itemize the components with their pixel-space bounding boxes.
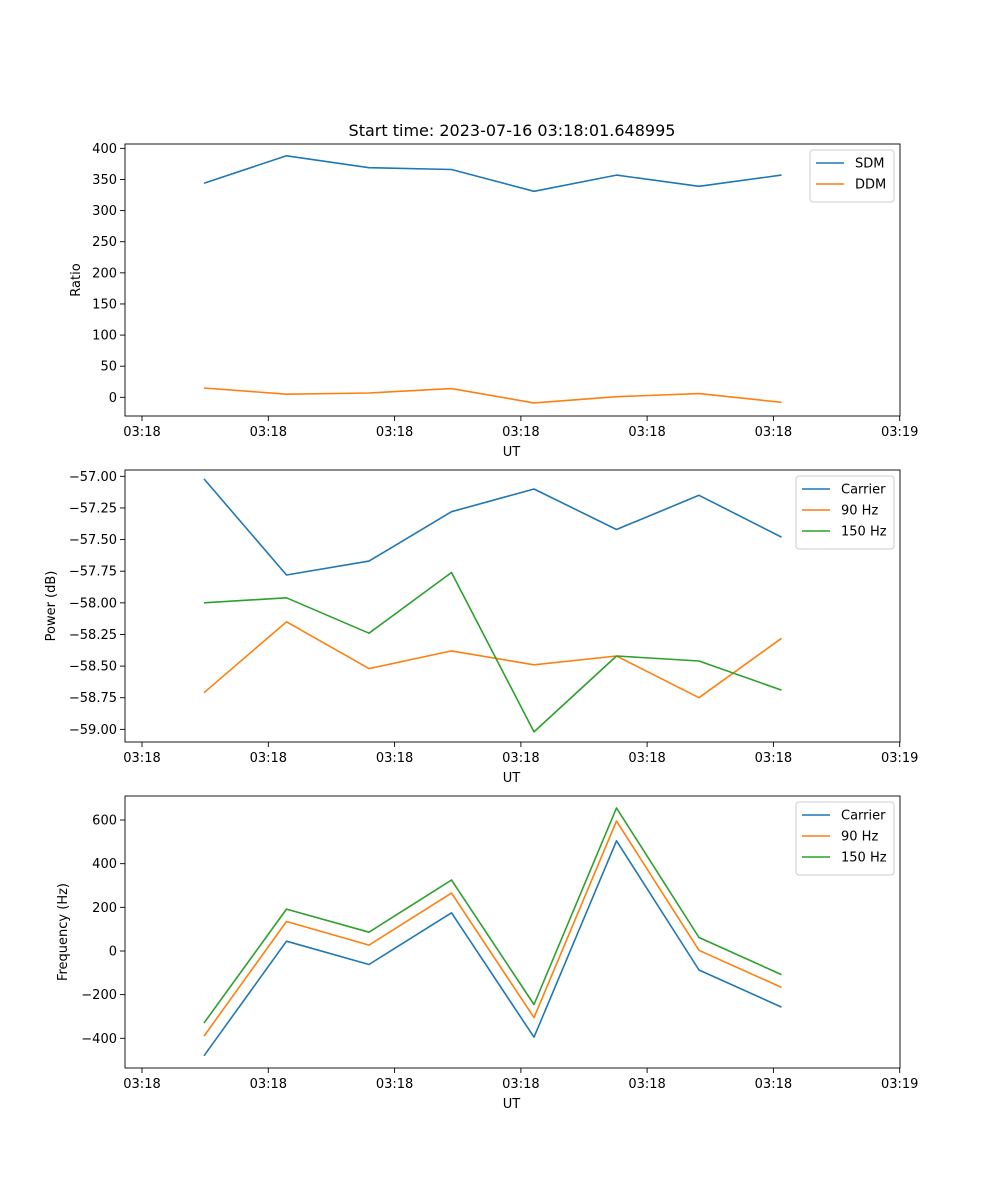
x-axis-label: UT xyxy=(503,771,521,786)
chart-2: 03:18 03:18 03:18 03:18 03:18 03:18 03:19 −57.0… xyxy=(44,469,918,786)
legend-label: 90 Hz xyxy=(841,830,878,845)
legend-label: 90 Hz xyxy=(841,504,878,519)
y-tick-label: 0 xyxy=(109,944,117,959)
x-tick-label: 03:18 xyxy=(502,425,539,440)
y-tick-label: 0 xyxy=(109,391,117,406)
x-axis-label: UT xyxy=(503,1097,521,1112)
series-line-150-hz xyxy=(203,571,782,733)
x-tick-label: 03:18 xyxy=(755,425,792,440)
plot-frame xyxy=(124,469,901,743)
y-tick-label: −57.50 xyxy=(69,533,117,548)
x-tick-label: 03:19 xyxy=(881,1077,918,1092)
legend-label: DDM xyxy=(855,178,886,193)
x-tick-label: 03:18 xyxy=(376,1077,413,1092)
y-axis-label: Power (dB) xyxy=(44,571,59,642)
y-axis-label: Ratio xyxy=(69,263,84,296)
y-tick-label: 350 xyxy=(92,173,117,188)
y-tick-label: −59.00 xyxy=(69,723,117,738)
x-tick-label: 03:19 xyxy=(881,751,918,766)
y-tick-label: 50 xyxy=(100,360,117,375)
y-tick-label: −57.75 xyxy=(69,565,117,580)
series-line-90-hz xyxy=(203,820,782,1037)
chart-3: 03:18 03:18 03:18 03:18 03:18 03:18 03:19 −400 −… xyxy=(56,795,918,1112)
y-tick-label: −58.50 xyxy=(69,660,117,675)
y-tick-label: −58.00 xyxy=(69,596,117,611)
x-tick-label: 03:18 xyxy=(502,1077,539,1092)
x-tick-label: 03:18 xyxy=(250,1077,287,1092)
plot-frame xyxy=(124,795,901,1069)
x-tick-label: 03:18 xyxy=(123,425,160,440)
y-tick-label: 300 xyxy=(92,204,117,219)
series-line-150-hz xyxy=(203,807,782,1024)
y-tick-label: 250 xyxy=(92,235,117,250)
y-tick-label: 200 xyxy=(92,901,117,916)
y-tick-label: 150 xyxy=(92,297,117,312)
legend-label: Carrier xyxy=(841,483,886,498)
legend-label: 150 Hz xyxy=(841,851,887,866)
y-tick-label: 200 xyxy=(92,266,117,281)
x-tick-label: 03:18 xyxy=(250,751,287,766)
series-line-sdm xyxy=(203,155,782,193)
y-tick-label: 400 xyxy=(92,142,117,157)
x-tick-label: 03:18 xyxy=(123,1077,160,1092)
y-tick-label: 100 xyxy=(92,329,117,344)
x-tick-label: 03:18 xyxy=(755,751,792,766)
y-tick-label: −200 xyxy=(81,988,117,1003)
legend-label: 150 Hz xyxy=(841,525,887,540)
y-tick-label: 400 xyxy=(92,857,117,872)
x-tick-label: 03:18 xyxy=(628,425,665,440)
series-line-ddm xyxy=(203,387,782,404)
y-axis-label: Frequency (Hz) xyxy=(56,883,71,981)
chart-title: Start time: 2023-07-16 03:18:01.648995 xyxy=(349,121,676,140)
x-tick-label: 03:18 xyxy=(376,425,413,440)
chart-1: 03:18 03:18 03:18 03:18 03:18 03:18 03:19 0 50 10… xyxy=(69,121,918,460)
legend-label: SDM xyxy=(855,157,884,172)
x-tick-label: 03:18 xyxy=(123,751,160,766)
x-tick-label: 03:18 xyxy=(502,751,539,766)
x-axis-label: UT xyxy=(503,445,521,460)
series-line-90-hz xyxy=(203,620,782,699)
series-line-carrier xyxy=(203,839,782,1057)
y-tick-label: −57.25 xyxy=(69,501,117,516)
x-tick-label: 03:18 xyxy=(628,751,665,766)
y-tick-label: −58.25 xyxy=(69,628,117,643)
x-tick-label: 03:19 xyxy=(881,425,918,440)
plot-frame xyxy=(124,143,901,417)
y-tick-label: −58.75 xyxy=(69,691,117,706)
legend-label: Carrier xyxy=(841,809,886,824)
x-tick-label: 03:18 xyxy=(376,751,413,766)
y-tick-label: −400 xyxy=(81,1032,117,1047)
x-tick-label: 03:18 xyxy=(250,425,287,440)
y-tick-label: 600 xyxy=(92,814,117,829)
x-tick-label: 03:18 xyxy=(755,1077,792,1092)
x-tick-label: 03:18 xyxy=(628,1077,665,1092)
series-line-carrier xyxy=(203,478,782,576)
y-tick-label: −57.00 xyxy=(69,470,117,485)
